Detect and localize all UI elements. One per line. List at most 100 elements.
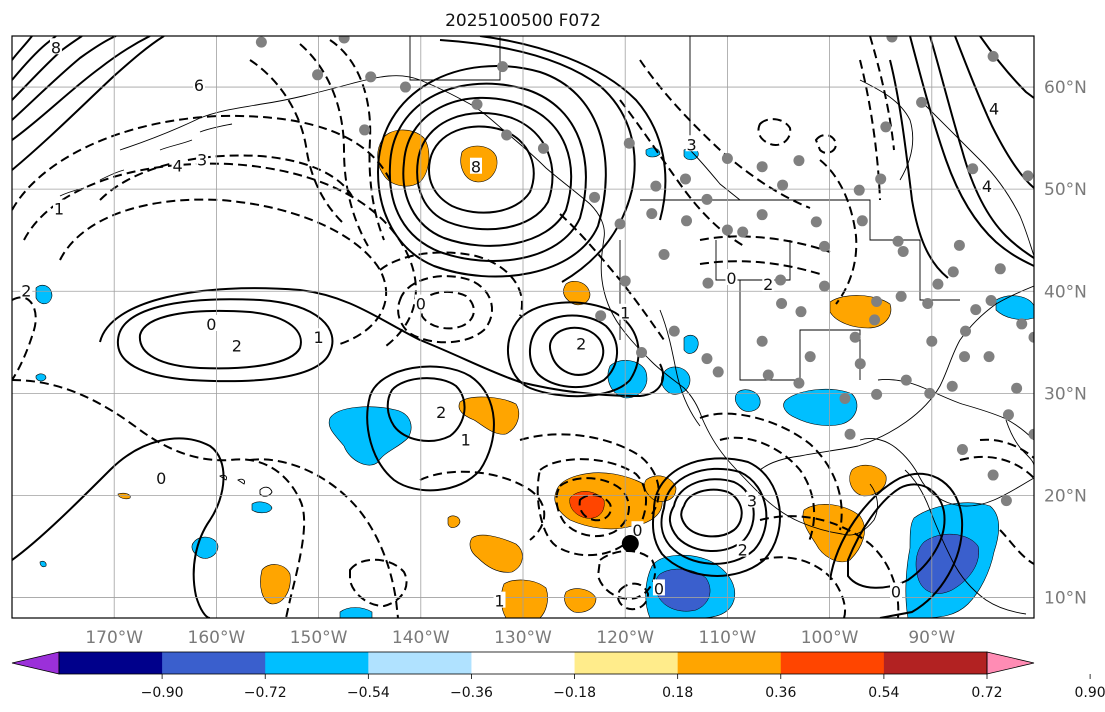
positive-anomaly-region [469, 534, 523, 573]
contour-label-background [619, 303, 632, 320]
station-marker [255, 36, 267, 48]
contour-label: 2 [21, 281, 31, 300]
contour-label: 0 [654, 579, 664, 598]
contour-label-background [171, 156, 184, 173]
negative-contour [419, 470, 546, 541]
station-marker [839, 392, 851, 404]
negative-contour [379, 251, 523, 317]
negative-contour [617, 582, 650, 611]
station-marker [869, 314, 881, 326]
colorbar-extend-high [986, 651, 1035, 675]
station-marker [762, 369, 774, 381]
contour-label: 3 [687, 135, 697, 154]
colorbar-tick-label: −0.18 [553, 685, 596, 701]
colorbar-segment [368, 652, 472, 674]
station-marker [777, 179, 789, 191]
longitude-tick-label: 100°W [801, 628, 859, 648]
negative-contour [329, 39, 385, 241]
latitude-tick-label: 40°N [1044, 282, 1087, 302]
station-marker [399, 81, 411, 93]
contour-label-background [49, 38, 62, 55]
positive-contour [386, 377, 466, 442]
station-marker [793, 155, 805, 167]
longitude-tick-label: 90°W [908, 628, 955, 648]
negative-contour [699, 260, 821, 275]
station-marker [854, 358, 866, 370]
positive-anomaly-region [458, 396, 519, 435]
latitude-labels: 60°N 50°N 40°N 30°N 20°N 10°N [1044, 78, 1087, 609]
station-marker [985, 294, 997, 306]
contour-label-background [435, 402, 448, 419]
negative-contour [719, 436, 816, 545]
positive-contour [909, 36, 1034, 267]
contour-label: 1 [54, 200, 64, 219]
station-marker [679, 173, 691, 185]
positive-contour [680, 488, 743, 538]
colorbar-segment [883, 652, 988, 674]
negative-anomaly-region [251, 501, 273, 514]
station-marker [721, 153, 733, 165]
contour-label: 1 [314, 328, 324, 347]
positive-contour [416, 112, 554, 231]
positive-contour [829, 472, 964, 618]
contour-label: 0 [156, 469, 166, 488]
station-marker [1028, 331, 1034, 343]
contour-label-background [745, 491, 758, 508]
contour-label-background [196, 150, 209, 167]
station-markers [255, 36, 1034, 507]
station-marker [1028, 428, 1034, 440]
negative-contour [12, 114, 391, 211]
positive-contour [548, 326, 605, 376]
station-marker [589, 191, 601, 203]
negative-contour [12, 296, 37, 381]
positive-contour [506, 301, 640, 398]
station-marker [897, 245, 909, 257]
negative-contour [699, 412, 843, 531]
station-marker [359, 124, 371, 136]
station-marker [970, 304, 982, 316]
station-marker [623, 137, 635, 149]
positive-contour [402, 96, 573, 247]
negative-contour [619, 99, 745, 247]
station-marker [650, 180, 662, 192]
negative-contour [555, 477, 630, 538]
station-marker [844, 428, 856, 440]
station-marker [1016, 318, 1028, 330]
figure-title: 2025100500 F072 [445, 11, 601, 31]
negative-contour [959, 455, 1034, 479]
station-marker [737, 226, 749, 238]
station-marker [932, 278, 944, 290]
station-marker [994, 263, 1006, 275]
station-marker [953, 239, 965, 251]
positive-contour [954, 36, 1034, 189]
negative-contour [99, 154, 353, 201]
contour-label-background [312, 328, 325, 345]
colorbar-tick-label: 0.54 [868, 685, 899, 701]
station-marker [776, 298, 788, 310]
station-marker [987, 50, 999, 62]
positive-contour [889, 59, 949, 279]
station-marker [721, 224, 733, 236]
negative-anomaly-region [995, 295, 1034, 320]
longitude-labels: 170°W 160°W 150°W 140°W 130°W 120°W 110°W 100°W… [85, 628, 955, 648]
colorbar: −0.90 −0.72 −0.54 −0.36 −0.18 0.18 0.36 0.54 0.7… [11, 651, 1105, 701]
contour-label: 4 [172, 157, 182, 176]
contour-label: 3 [197, 151, 207, 170]
station-marker [658, 249, 670, 261]
station-marker [818, 280, 830, 292]
positive-anomaly-region [563, 281, 591, 306]
station-marker [619, 275, 631, 287]
station-marker [853, 184, 865, 196]
contour-label-background [736, 540, 749, 557]
positive-contour [366, 365, 495, 492]
colorbar-tick-label: −0.72 [244, 685, 287, 701]
longitude-tick-label: 160°W [188, 628, 246, 648]
colorbar-tick-label: −0.54 [347, 685, 390, 701]
longitude-tick-label: 120°W [596, 628, 654, 648]
station-marker [947, 266, 959, 278]
positive-contour [479, 36, 667, 221]
negative-contour [299, 43, 369, 247]
positive-anomaly-region [500, 579, 548, 618]
station-marker [1002, 409, 1014, 421]
